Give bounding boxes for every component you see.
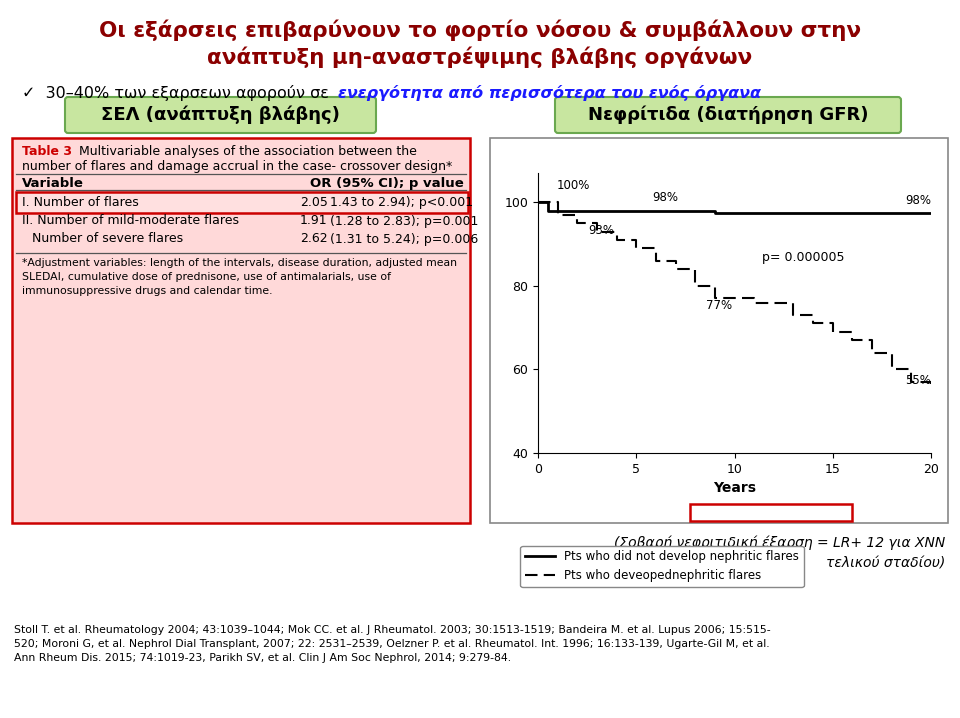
Text: (Σοβαρή νεφριτιδική έξαρση = LR+ 12 για ΧΝΝ
τελικού σταδίου): (Σοβαρή νεφριτιδική έξαρση = LR+ 12 για … bbox=[613, 535, 945, 570]
Text: Ann Rheum Dis. 2015; 74:1019-23, Parikh SV, et al. Clin J Am Soc Nephrol, 2014; : Ann Rheum Dis. 2015; 74:1019-23, Parikh … bbox=[14, 653, 511, 663]
Text: 2.62: 2.62 bbox=[300, 233, 327, 246]
Text: Multivariable analyses of the association between the: Multivariable analyses of the associatio… bbox=[75, 145, 417, 158]
Text: 2.05: 2.05 bbox=[300, 196, 328, 209]
FancyBboxPatch shape bbox=[555, 97, 901, 133]
Text: (1.31 to 5.24); p=0.006: (1.31 to 5.24); p=0.006 bbox=[330, 233, 478, 246]
Text: ανάπτυξη μη-αναστρέψιμης βλάβης οργάνων: ανάπτυξη μη-αναστρέψιμης βλάβης οργάνων bbox=[207, 46, 753, 67]
X-axis label: Years: Years bbox=[713, 481, 756, 495]
Text: Νεφρίτιδα (διατήρηση GFR): Νεφρίτιδα (διατήρηση GFR) bbox=[588, 106, 868, 124]
Text: Οι εξάρσεις επιβαρύνουν το φορτίο νόσου & συμβάλλουν στην: Οι εξάρσεις επιβαρύνουν το φορτίο νόσου … bbox=[99, 19, 861, 41]
Legend: Pts who did not develop nephritic flares, Pts who deveopednephritic flares: Pts who did not develop nephritic flares… bbox=[520, 546, 804, 587]
FancyBboxPatch shape bbox=[65, 97, 376, 133]
Text: OR (95% CI); p value: OR (95% CI); p value bbox=[310, 177, 464, 190]
Text: 93%: 93% bbox=[588, 223, 613, 237]
Text: 1.91: 1.91 bbox=[300, 215, 327, 228]
Text: number of flares and damage accrual in the case- crossover design*: number of flares and damage accrual in t… bbox=[22, 160, 452, 173]
Text: 98%: 98% bbox=[653, 191, 679, 205]
Text: (1.28 to 2.83); p=0.001: (1.28 to 2.83); p=0.001 bbox=[330, 215, 478, 228]
Text: ενεργότητα από περισσότερα του ενός όργανα: ενεργότητα από περισσότερα του ενός όργα… bbox=[338, 85, 761, 101]
Bar bbox=[16, 192, 468, 213]
Text: 98%: 98% bbox=[905, 195, 931, 208]
Text: 1.43 to 2.94); p<0.001: 1.43 to 2.94); p<0.001 bbox=[330, 196, 473, 209]
Text: 55%: 55% bbox=[905, 374, 931, 387]
Bar bbox=[690, 504, 852, 521]
Text: ΣΕΛ (ανάπτυξη βλάβης): ΣΕΛ (ανάπτυξη βλάβης) bbox=[101, 106, 340, 124]
Text: 100%: 100% bbox=[557, 179, 590, 192]
Text: Stoll T. et al. Rheumatology 2004; 43:1039–1044; Mok CC. et al. J Rheumatol. 200: Stoll T. et al. Rheumatology 2004; 43:10… bbox=[14, 625, 771, 635]
Text: ✓  30–40% των εξαρσεων αφορούν σε: ✓ 30–40% των εξαρσεων αφορούν σε bbox=[22, 85, 334, 101]
Text: Table 3: Table 3 bbox=[22, 145, 72, 158]
Bar bbox=[490, 138, 948, 523]
Text: Variable: Variable bbox=[22, 177, 84, 190]
Text: I. Number of flares: I. Number of flares bbox=[22, 196, 139, 209]
Text: *Adjustment variables: length of the intervals, disease duration, adjusted mean
: *Adjustment variables: length of the int… bbox=[22, 258, 457, 296]
Text: 77%: 77% bbox=[706, 299, 732, 312]
Text: II. Number of mild-moderate flares: II. Number of mild-moderate flares bbox=[22, 215, 239, 228]
Text: Number of severe flares: Number of severe flares bbox=[32, 233, 183, 246]
Bar bbox=[12, 138, 470, 523]
Text: 520; Moroni G, et al. Nephrol Dial Transplant, 2007; 22: 2531–2539, Oelzner P. e: 520; Moroni G, et al. Nephrol Dial Trans… bbox=[14, 639, 770, 649]
Text: p= 0.000005: p= 0.000005 bbox=[762, 251, 845, 264]
